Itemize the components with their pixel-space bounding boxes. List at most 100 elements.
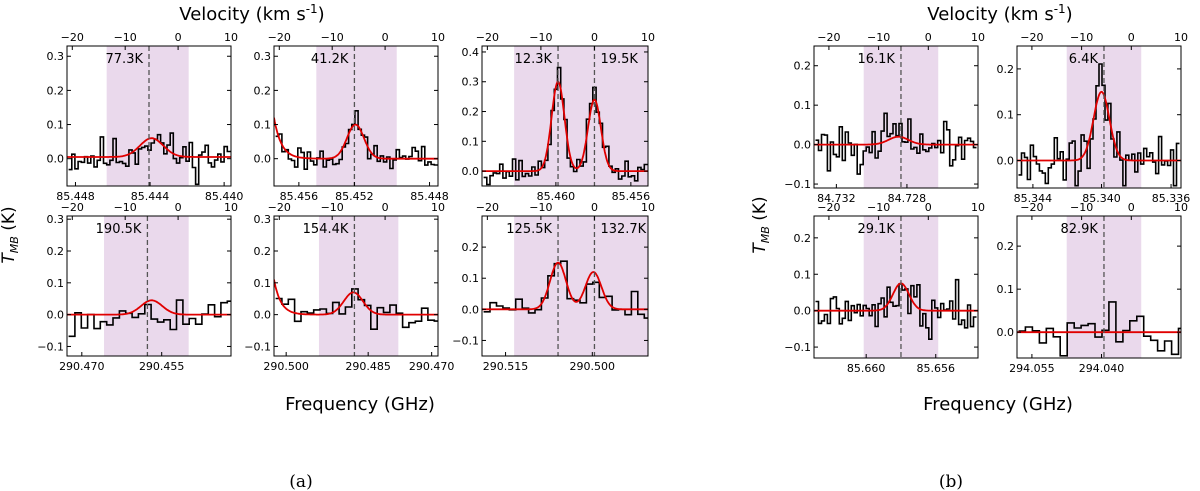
caption-a: (a) xyxy=(289,472,312,491)
excitation-temperature-label: 125.5K xyxy=(506,222,552,237)
y-tick-label: 0.2 xyxy=(254,84,272,97)
y-tick-label: 0.0 xyxy=(462,303,480,316)
subplot-a-r1c0: 190.5K −0.1 0.0 0.1 0.2 0.3−20 −10 0 10 290.470 29… xyxy=(37,201,238,373)
plot-frame xyxy=(66,45,232,187)
velocity-tick-label: −10 xyxy=(867,201,890,214)
velocity-tick-label: −10 xyxy=(114,201,137,214)
shaded-velocity-range xyxy=(106,46,189,186)
velocity-tick-label: −10 xyxy=(529,201,552,214)
frequency-tick-label: 85.660 xyxy=(847,362,886,375)
y-tick-label: 0.2 xyxy=(47,84,65,97)
observed-spectrum-line xyxy=(1018,63,1180,187)
velocity-tick-label: 0 xyxy=(1128,201,1135,214)
y-tick-label: −0.1 xyxy=(784,178,811,191)
subplot-b-r0c0: 16.1K −0.1 0.0 0.1 0.2 −20 −10 0 10 84.732 84.728 xyxy=(784,31,985,205)
y-tick-label: 0.1 xyxy=(47,277,65,290)
velocity-tick-label: −10 xyxy=(114,31,137,44)
velocity-tick-label: 0 xyxy=(591,201,598,214)
y-tick-label: 0.0 xyxy=(997,326,1015,339)
shaded-velocity-range xyxy=(104,216,189,356)
subplot-b-r1c1: 82.9K 0.0 0.1 0.2 −20 −10 0 10 294.055 294.040 xyxy=(997,201,1189,375)
velocity-tick-label: 10 xyxy=(224,31,238,44)
velocity-tick-label: 0 xyxy=(591,31,598,44)
gaussian-fit-line xyxy=(274,117,438,160)
velocity-tick-label: 10 xyxy=(641,201,655,214)
y-tick-label: 0.3 xyxy=(47,50,65,63)
y-tick-label: 0.1 xyxy=(254,277,272,290)
velocity-tick-label: 10 xyxy=(641,31,655,44)
frequency-tick-label: 84.732 xyxy=(817,192,856,205)
frequency-tick-label: 294.040 xyxy=(1079,362,1125,375)
y-tick-label: 0.1 xyxy=(462,272,480,285)
frequency-tick-label: 85.448 xyxy=(410,190,449,203)
velocity-tick-label: −10 xyxy=(1070,31,1093,44)
velocity-tick-label: −20 xyxy=(268,201,291,214)
shaded-velocity-range xyxy=(316,46,397,186)
velocity-tick-label: −20 xyxy=(61,31,84,44)
gaussian-fit-line xyxy=(67,299,231,316)
shaded-velocity-range xyxy=(318,216,399,356)
y-tick-label: 0.1 xyxy=(462,135,480,148)
plot-frame xyxy=(273,215,439,357)
observed-spectrum-line xyxy=(275,110,438,170)
frequency-tick-label: 85.456 xyxy=(612,190,651,203)
velocity-tick-label: −10 xyxy=(529,31,552,44)
y-tick-label: 0.1 xyxy=(794,268,812,281)
velocity-tick-label: 10 xyxy=(1174,201,1188,214)
y-tick-label: 0.1 xyxy=(794,99,812,112)
velocity-tick-label: −20 xyxy=(817,31,840,44)
velocity-tick-label: −10 xyxy=(321,201,344,214)
y-tick-label: 0.0 xyxy=(794,305,812,318)
observed-spectrum-line xyxy=(815,112,977,175)
velocity-tick-label: −10 xyxy=(867,31,890,44)
gaussian-fit-line xyxy=(274,279,438,316)
velocity-tick-label: 10 xyxy=(971,201,985,214)
gaussian-fit-line xyxy=(1017,90,1181,162)
subplot-a-r0c0: 77.3K 0.0 0.1 0.2 0.3 −20 −10 0 10 85.448 85.444 85… xyxy=(47,31,244,203)
frequency-tick-label: 290.455 xyxy=(139,360,185,373)
frequency-tick-label: 290.470 xyxy=(59,360,105,373)
subplot-a-r1c1: 154.4K −0.1 0.0 0.1 0.2 0.3−20 −10 0 10 290.500 29… xyxy=(244,201,454,373)
frequency-tick-label: 85.440 xyxy=(205,190,244,203)
velocity-tick-label: −20 xyxy=(817,201,840,214)
y-tick-label: 0.0 xyxy=(47,309,65,322)
velocity-tick-label: 0 xyxy=(382,201,389,214)
frequency-tick-label: 85.656 xyxy=(917,362,956,375)
excitation-temperature-label: 12.3K xyxy=(515,52,553,67)
y-tick-label: −0.1 xyxy=(784,341,811,354)
velocity-axis-label-a: Velocity (km s-1) xyxy=(179,2,324,25)
velocity-tick-label: 10 xyxy=(431,31,445,44)
frequency-tick-label: 85.456 xyxy=(280,190,319,203)
gaussian-fit-line xyxy=(482,261,648,311)
frequency-tick-label: 290.500 xyxy=(263,360,309,373)
velocity-tick-label: 0 xyxy=(925,31,932,44)
y-tick-label: 0.0 xyxy=(47,153,65,166)
subplot-a-r0c1: 41.2K 0.0 0.1 0.2 0.3 −20 −10 0 10 85.456 85.452 85… xyxy=(254,31,449,203)
y-tick-label: 0.3 xyxy=(254,213,272,226)
y-tick-label: 0.3 xyxy=(47,213,65,226)
y-tick-label: 0.2 xyxy=(794,60,812,73)
y-tick-label: 0.1 xyxy=(47,119,65,132)
excitation-temperature-label: 82.9K xyxy=(1060,222,1098,237)
velocity-tick-label: 10 xyxy=(224,201,238,214)
velocity-tick-label: 10 xyxy=(431,201,445,214)
frequency-tick-label: 85.448 xyxy=(56,190,95,203)
shaded-velocity-range xyxy=(1066,216,1142,358)
y-tick-label: 0.2 xyxy=(254,245,272,258)
plot-frame xyxy=(813,215,979,359)
gaussian-fit-line xyxy=(814,135,978,146)
plot-frame xyxy=(273,45,439,187)
plot-frame xyxy=(1016,215,1182,359)
velocity-tick-label: 0 xyxy=(175,31,182,44)
y-tick-label: 0.4 xyxy=(462,46,480,59)
plot-frame xyxy=(813,45,979,189)
velocity-tick-label: −20 xyxy=(268,31,291,44)
velocity-tick-label: −20 xyxy=(61,201,84,214)
caption-b: (b) xyxy=(939,472,963,491)
y-tick-label: 0.0 xyxy=(997,155,1015,168)
tmb-axis-label-b: TMB (K) xyxy=(750,196,772,253)
subplot-b-r0c1: 6.4K 0.0 0.1 0.2 −20 −10 0 10 85.344 85.340 85.336 xyxy=(997,31,1191,205)
velocity-tick-label: 0 xyxy=(1128,31,1135,44)
frequency-tick-label: 85.444 xyxy=(131,190,170,203)
